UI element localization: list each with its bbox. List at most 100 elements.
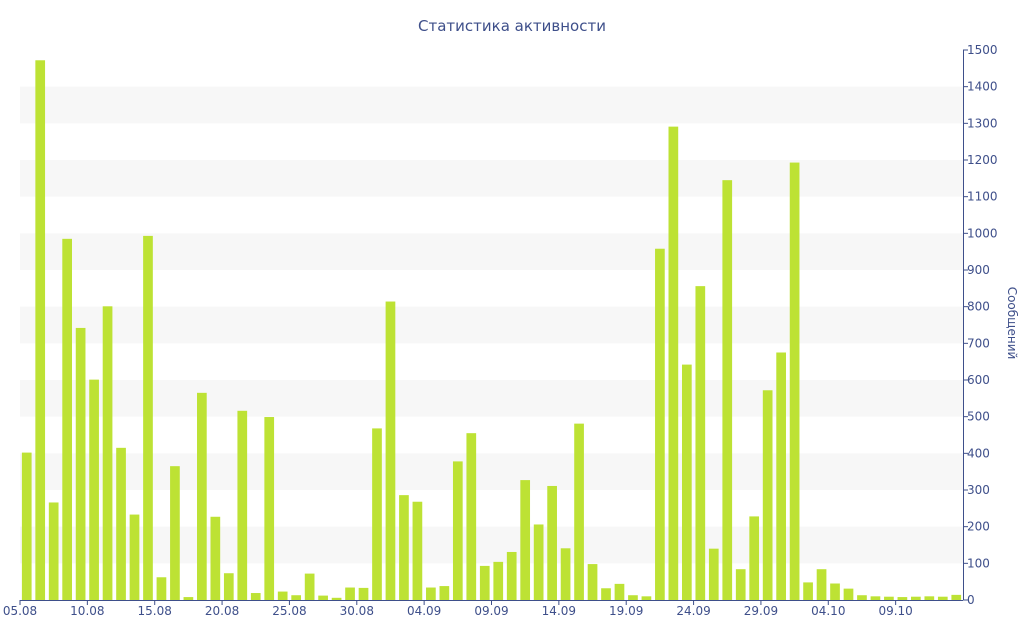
bar	[345, 587, 355, 600]
bar	[223, 573, 234, 600]
bars	[21, 60, 962, 601]
bar	[574, 423, 584, 600]
y-tick-label: 1200	[967, 153, 998, 167]
y-axis: 0 100 200 300 400 500 600 700 800 900 1000 1100 1200…	[963, 43, 998, 607]
bar	[493, 561, 504, 600]
bar	[749, 516, 760, 600]
bar	[735, 569, 746, 600]
y-tick-label: 1100	[967, 190, 998, 204]
bar	[426, 587, 436, 600]
y-tick-label: 600	[967, 373, 990, 387]
bar	[789, 162, 800, 600]
bar	[210, 516, 221, 600]
bar	[681, 364, 692, 600]
bar	[547, 485, 557, 600]
x-tick-label: 30.08	[340, 604, 374, 618]
y-tick-label: 800	[967, 300, 990, 314]
grid-band	[20, 233, 963, 270]
x-tick-label: 10.08	[70, 604, 104, 618]
x-axis: 05.08 10.08 15.08 20.08 25.08 30.08 04.09 09.09…	[3, 600, 963, 618]
bar	[35, 60, 46, 600]
bar	[884, 596, 894, 600]
bar	[331, 597, 342, 600]
y-tick-label: 1400	[967, 80, 998, 94]
x-tick-label: 19.09	[609, 604, 643, 618]
bar	[116, 447, 126, 600]
y-tick-label: 1000	[967, 226, 998, 240]
bar	[439, 586, 450, 600]
bar	[520, 480, 531, 600]
x-tick-label: 09.10	[878, 604, 912, 618]
bar	[587, 564, 598, 600]
y-axis-label: Сообщений	[1005, 287, 1019, 360]
y-tick-label: 0	[967, 593, 975, 607]
grid-bands	[20, 86, 963, 564]
bar	[183, 597, 194, 600]
bar	[533, 524, 544, 600]
bar	[372, 428, 382, 600]
y-tick-label: 1300	[967, 116, 998, 130]
bar	[843, 588, 854, 600]
bar	[560, 548, 571, 600]
bar	[385, 301, 396, 600]
grid-band	[20, 453, 963, 490]
y-tick-label: 100	[967, 556, 990, 570]
bar	[304, 573, 315, 600]
bar	[358, 587, 369, 600]
bar	[291, 595, 302, 600]
bar	[264, 417, 275, 600]
bar	[129, 514, 140, 600]
bar	[237, 410, 248, 600]
y-tick-label: 400	[967, 446, 990, 460]
bar	[412, 501, 423, 600]
bar	[156, 577, 167, 600]
bar	[937, 596, 948, 600]
bar	[506, 551, 517, 600]
x-tick-label: 24.09	[676, 604, 710, 618]
bar	[911, 596, 921, 600]
bar	[102, 306, 113, 600]
bar	[318, 595, 328, 600]
bar	[951, 594, 962, 600]
bar	[614, 583, 625, 600]
bar	[897, 597, 908, 600]
bar	[762, 390, 773, 600]
x-tick-label: 04.10	[811, 604, 845, 618]
y-tick-label: 900	[967, 263, 990, 277]
bar	[870, 596, 881, 600]
bar	[250, 593, 261, 600]
y-tick-label: 500	[967, 410, 990, 424]
bar	[48, 502, 59, 600]
bar	[277, 591, 288, 600]
bar	[466, 433, 477, 600]
bar	[655, 248, 665, 601]
x-tick-label: 25.08	[272, 604, 306, 618]
bar	[924, 596, 935, 600]
bar	[601, 588, 611, 600]
bar	[776, 352, 786, 600]
bar	[399, 495, 409, 600]
bar	[62, 238, 72, 600]
grid-band	[20, 380, 963, 417]
bar	[75, 327, 86, 600]
y-tick-label: 700	[967, 336, 990, 350]
bar	[695, 286, 706, 600]
bar	[668, 126, 679, 600]
bar	[170, 466, 180, 600]
x-tick-label: 09.09	[474, 604, 508, 618]
x-tick-label: 14.09	[542, 604, 576, 618]
bar	[857, 595, 867, 600]
bar	[89, 379, 99, 600]
bar	[722, 180, 733, 601]
grid-band	[20, 306, 963, 344]
x-tick-label: 29.09	[744, 604, 778, 618]
bar	[816, 569, 827, 600]
grid-band	[20, 526, 963, 564]
bar	[641, 596, 652, 600]
chart-title: Статистика активности	[418, 17, 606, 35]
bar	[628, 595, 638, 600]
x-tick-label: 15.08	[138, 604, 172, 618]
bar	[803, 582, 813, 600]
bar	[21, 452, 32, 600]
y-tick-label: 200	[967, 520, 990, 534]
